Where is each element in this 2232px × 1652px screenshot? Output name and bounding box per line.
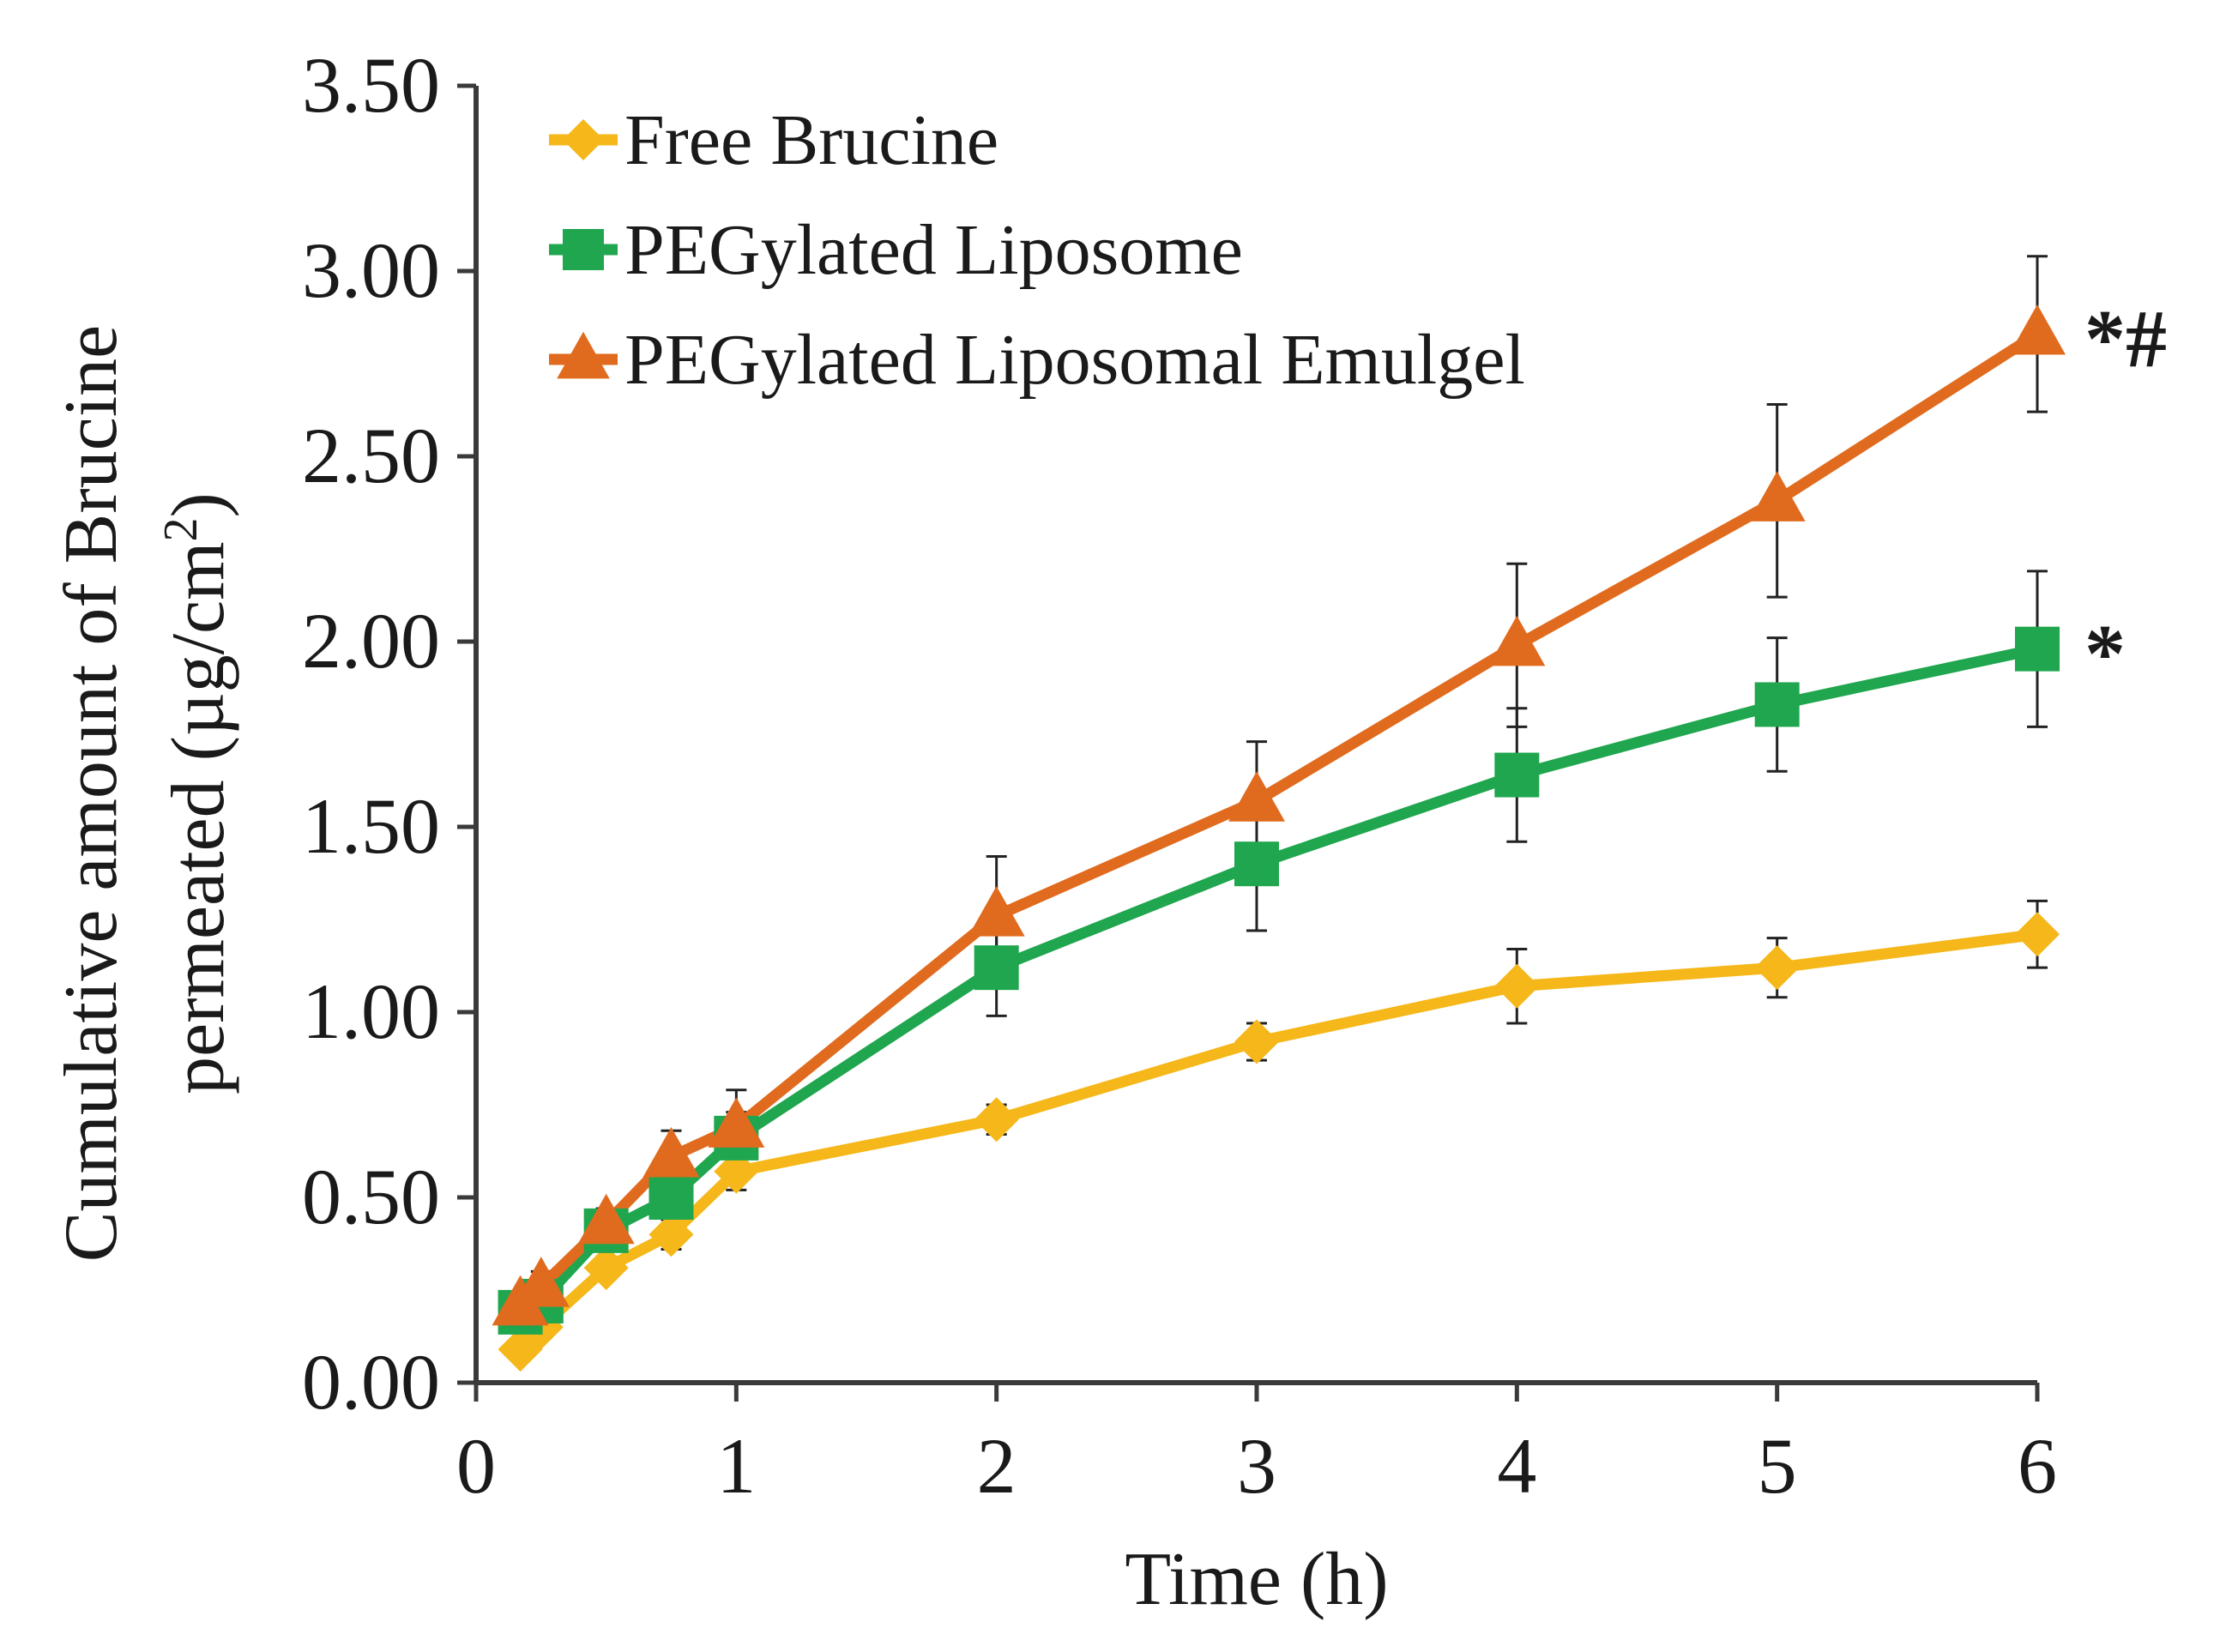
significance-marker: *	[2084, 608, 2126, 700]
significance-marker: *#	[2084, 292, 2167, 384]
y-tick-label: 1.00	[302, 968, 440, 1055]
legend-label: Free Brucine	[624, 100, 998, 180]
data-point-pegylated-liposome	[2015, 626, 2060, 672]
legend-marker	[563, 119, 604, 160]
y-axis-title-line1: Cumulative amount of Brucine	[50, 325, 133, 1262]
y-axis-title-line2: permeated (µg/cm2)	[154, 492, 240, 1094]
data-point-pegylated-liposome	[1494, 752, 1540, 798]
legend-marker	[557, 331, 610, 379]
data-point-pegylated-liposome	[1234, 841, 1279, 887]
axes: 0.00 0.50 1.00 1.50 2.00 2.50 3.00 3.50 0 1 2 3 4 5 6 T…	[50, 41, 2057, 1621]
data-point-free-brucine	[1234, 1019, 1279, 1064]
y-tick-label: 3.00	[302, 226, 440, 314]
data-point-free-brucine	[583, 1245, 629, 1291]
series-lines	[515, 328, 2043, 1355]
y-tick-label: 2.50	[302, 412, 440, 499]
x-tick-label: 6	[2018, 1422, 2057, 1510]
series-line-pegylated-liposome	[515, 643, 2043, 1318]
y-tick-label: 3.50	[302, 41, 440, 129]
x-tick-label: 2	[977, 1422, 1016, 1510]
legend-item-pegylated-liposomal-emulgel: PEGylated Liposomal Emulgel	[549, 320, 1525, 400]
legend-item-free-brucine: Free Brucine	[549, 100, 998, 180]
x-tick-label: 1	[716, 1422, 756, 1510]
data-point-free-brucine	[2015, 912, 2060, 957]
data-point-pegylated-liposomal-emulgel	[2009, 304, 2066, 355]
data-point-pegylated-liposomal-emulgel	[577, 1193, 635, 1245]
x-tick-label: 3	[1237, 1422, 1276, 1510]
data-point-pegylated-liposomal-emulgel	[708, 1097, 765, 1148]
y-axis-title-suffix: )	[157, 492, 240, 517]
error-bars	[510, 255, 2048, 1359]
x-axis-title: Time (h)	[1125, 1538, 1388, 1621]
data-point-pegylated-liposomal-emulgel	[1748, 471, 1806, 522]
data-point-pegylated-liposomal-emulgel	[968, 886, 1025, 937]
legend: Free Brucine PEGylated Liposome PEGylated …	[549, 100, 1525, 400]
series-line-free-brucine	[515, 928, 2043, 1355]
y-axis-title-superscript: 2	[154, 517, 208, 541]
data-point-pegylated-liposomal-emulgel	[1488, 615, 1546, 666]
y-tick-label: 2.00	[302, 597, 440, 684]
legend-marker	[563, 229, 604, 270]
significance-annotations: *# *	[2084, 292, 2167, 699]
data-point-pegylated-liposome	[1754, 682, 1800, 727]
series-line-pegylated-liposomal-emulgel	[515, 328, 2043, 1311]
data-point-pegylated-liposomal-emulgel	[1228, 771, 1285, 822]
legend-label: PEGylated Liposomal Emulgel	[624, 320, 1525, 400]
y-tick-label: 1.50	[302, 782, 440, 870]
series-markers	[492, 304, 2066, 1372]
x-tick-label: 5	[1758, 1422, 1797, 1510]
x-tick-label: 0	[456, 1422, 496, 1510]
x-tick-label: 4	[1497, 1422, 1536, 1510]
data-point-free-brucine	[648, 1212, 694, 1257]
data-point-free-brucine	[1494, 963, 1540, 1009]
legend-label: PEGylated Liposome	[624, 210, 1243, 290]
data-point-pegylated-liposomal-emulgel	[512, 1257, 570, 1307]
legend-item-pegylated-liposome: PEGylated Liposome	[549, 210, 1243, 290]
y-axis-title-text: permeated (µg/cm	[157, 541, 240, 1094]
y-tick-label: 0.50	[302, 1153, 440, 1240]
y-tick-label: 0.00	[302, 1338, 440, 1426]
data-point-pegylated-liposome	[648, 1175, 694, 1220]
data-point-pegylated-liposome	[974, 945, 1019, 991]
data-point-free-brucine	[974, 1097, 1019, 1143]
data-point-pegylated-liposomal-emulgel	[642, 1126, 700, 1178]
data-point-free-brucine	[1754, 945, 1800, 991]
